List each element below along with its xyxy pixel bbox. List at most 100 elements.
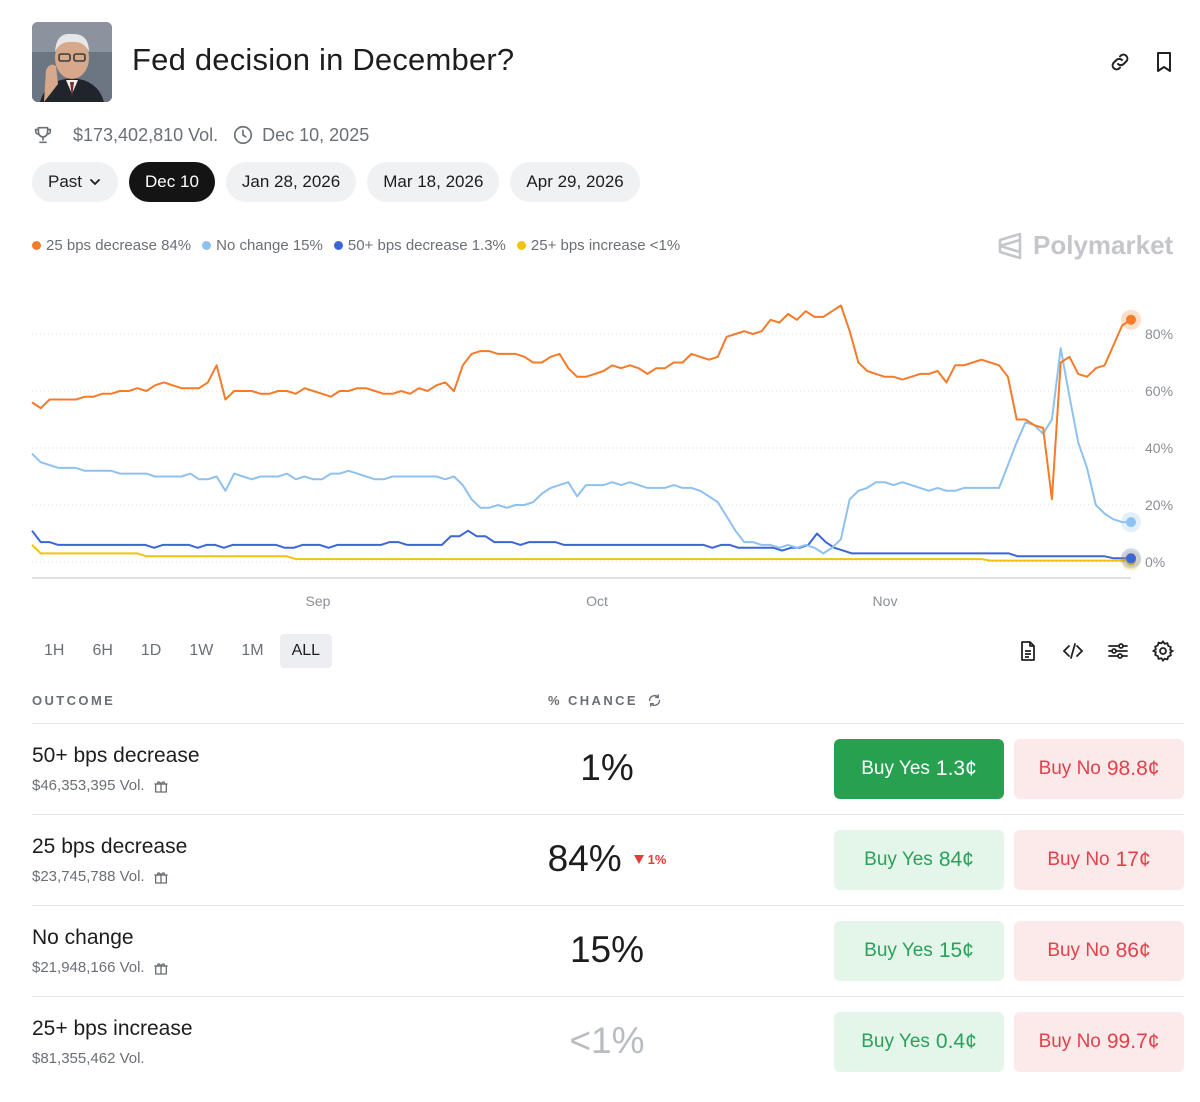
series-line-25-bps-decrease [31,304,1132,501]
range-1w[interactable]: 1W [189,642,214,659]
buy-no-price: 98.8¢ [1106,757,1160,780]
x-tick-label: Nov [873,593,898,609]
market-avatar [32,22,112,102]
outcome-volume-text: $23,745,788 Vol. [32,868,145,885]
x-tick-label: Sep [306,593,331,609]
down-triangle-icon [633,854,644,864]
brand-name: Polymarket [1033,230,1174,260]
tab-past[interactable]: Past [32,162,119,202]
buy-yes-price: 0.4¢ [935,1030,977,1053]
legend-label: 25 bps decrease 84% [46,237,192,254]
range-1m[interactable]: 1M [241,642,264,659]
range-1h[interactable]: 1H [44,642,65,659]
market-end-date: Dec 10, 2025 [262,124,370,145]
range-tabs: 1H 6H 1D 1W 1M ALL [32,634,333,668]
legend-label: No change 15% [216,237,323,254]
buy-yes-button[interactable]: Buy Yes 1.3¢ [834,739,1004,799]
tab-past-label: Past [48,172,83,191]
series-line-25-bps-increase [31,544,1131,562]
y-tick-label: 20% [1145,497,1173,513]
column-header-outcome: OUTCOME [32,693,116,708]
gift-icon [153,871,168,884]
range-all[interactable]: ALL [279,634,333,668]
outcome-name: 25 bps decrease [32,835,188,858]
polymarket-logo-icon [998,232,1022,259]
legend-item: 25+ bps increase <1% [516,237,680,254]
date-tabs: Past Dec 10 Jan 28, 2026 Mar 18, 2026 Ap… [32,162,640,202]
column-header-chance-label: % CHANCE [548,693,638,708]
outcome-volume: $21,948,166 Vol. [32,959,169,976]
embed-code-icon[interactable] [1061,639,1085,663]
outcome-row[interactable]: 25+ bps increase $81,355,462 Vol. <1% Bu… [32,996,1184,1087]
buy-no-button[interactable]: Buy No 17¢ [1014,830,1184,890]
legend-dot [32,241,41,250]
buy-yes-label: Buy Yes [864,849,933,870]
market-meta: $173,402,810 Vol. Dec 10, 2025 [32,122,369,148]
outcome-chance-value: 15% [569,929,645,970]
buy-no-price: 86¢ [1115,939,1151,962]
endpoint-marker [1126,553,1136,564]
buy-no-label: Buy No [1038,1031,1101,1052]
bookmark-icon[interactable] [1152,50,1176,74]
outcome-row[interactable]: 50+ bps decrease $46,353,395 Vol. 1% Buy… [32,723,1184,814]
x-tick-label: Oct [586,593,608,609]
buy-no-button[interactable]: Buy No 98.8¢ [1014,739,1184,799]
outcome-volume-text: $21,948,166 Vol. [32,959,145,976]
buy-yes-price: 1.3¢ [935,757,977,780]
outcome-chance-value: 84% [547,838,622,879]
settings-gear-icon[interactable] [1151,639,1175,663]
y-tick-label: 60% [1145,383,1173,399]
chance-change-value: 1% [647,851,667,867]
series-line-no-change [31,347,1131,555]
link-icon[interactable] [1108,50,1132,74]
column-header-chance: % CHANCE [548,693,662,708]
legend-item: No change 15% [202,237,323,254]
buy-no-price: 99.7¢ [1106,1030,1160,1053]
sliders-icon[interactable] [1106,639,1130,663]
tab-apr-29-2026[interactable]: Apr 29, 2026 [510,162,640,202]
buy-yes-label: Buy Yes [861,758,930,779]
outcome-row[interactable]: No change $21,948,166 Vol. 15% Buy Yes 15… [32,905,1184,996]
market-title: Fed decision in December? [132,42,515,77]
outcome-volume: $46,353,395 Vol. [32,777,169,794]
buy-no-label: Buy No [1038,758,1101,779]
legend-item: 50+ bps decrease 1.3% [333,237,506,254]
buy-yes-button[interactable]: Buy Yes 84¢ [834,830,1004,890]
market-volume: $173,402,810 Vol. [73,124,219,145]
outcome-chance-value: 1% [580,747,634,788]
document-icon[interactable] [1016,639,1040,663]
gift-icon [153,780,168,793]
range-6h[interactable]: 6H [92,642,113,659]
buy-yes-button[interactable]: Buy Yes 15¢ [834,921,1004,981]
outcome-row[interactable]: 25 bps decrease $23,745,788 Vol. 84% 1% … [32,814,1184,905]
probability-chart[interactable]: 0% 20% 40% 60% 80% Sep Oct Nov [0,290,1200,620]
legend-item: 25 bps decrease 84% [32,237,191,254]
buy-yes-price: 15¢ [938,939,974,962]
tab-dec-10[interactable]: Dec 10 [129,162,215,202]
tab-jan-28-2026[interactable]: Jan 28, 2026 [225,162,357,202]
chart-legend: 25 bps decrease 84% No change 15% 50+ bp… [32,237,680,254]
refresh-icon[interactable] [647,693,662,708]
outcome-name: 25+ bps increase [32,1017,193,1040]
outcome-chance: 15% [482,929,732,971]
buy-no-button[interactable]: Buy No 86¢ [1014,921,1184,981]
outcome-volume: $81,355,462 Vol. [32,1050,145,1067]
outcome-chance: <1% [482,1020,732,1062]
range-1d[interactable]: 1D [140,642,162,659]
buy-yes-button[interactable]: Buy Yes 0.4¢ [834,1012,1004,1072]
outcome-chance-value: <1% [569,1020,645,1061]
legend-dot [333,241,343,250]
tab-mar-18-2026[interactable]: Mar 18, 2026 [367,162,500,202]
outcome-volume: $23,745,788 Vol. [32,868,169,885]
legend-label: 50+ bps decrease 1.3% [347,237,506,254]
buy-yes-label: Buy Yes [864,940,933,961]
polymarket-watermark: Polymarket [996,230,1173,261]
y-tick-label: 0% [1145,554,1165,570]
clock-icon [234,125,253,145]
outcome-volume-text: $46,353,395 Vol. [32,777,145,794]
outcome-name: 50+ bps decrease [32,744,200,767]
buy-no-button[interactable]: Buy No 99.7¢ [1014,1012,1184,1072]
legend-dot [202,241,212,250]
buy-no-label: Buy No [1047,940,1110,961]
buy-no-label: Buy No [1047,849,1110,870]
